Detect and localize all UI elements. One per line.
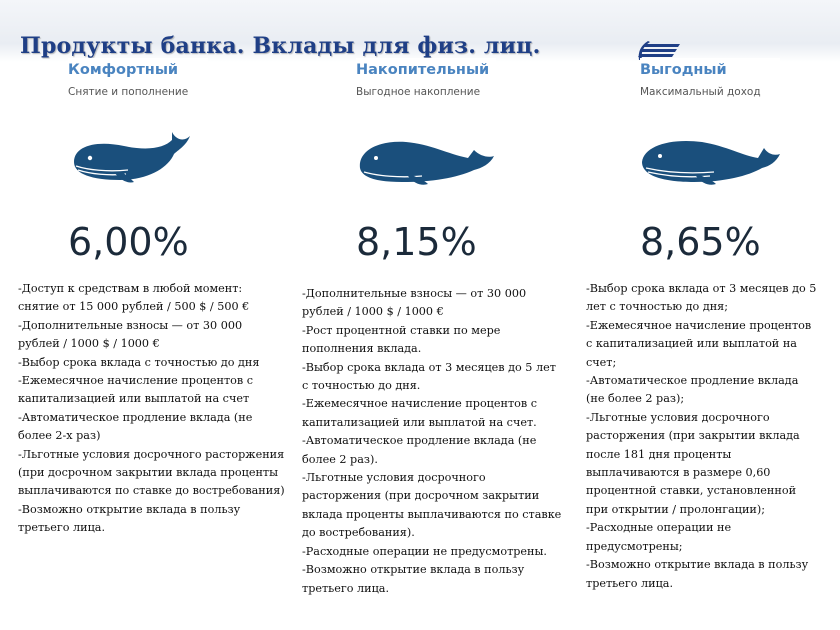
card-subtitle: Выгодное накопление (356, 86, 481, 98)
page-title: Продукты банка. Вклады для физ. лиц. (20, 33, 541, 59)
card-name: Накопительный (356, 62, 490, 78)
deposit-card-profitable: Выгодный Максимальный доход 8,65% (640, 58, 780, 263)
feature-item: -Возможно открытие вклада в пользу треть… (586, 558, 809, 590)
bank-logo-icon (638, 41, 680, 60)
feature-item: -Расходные операции не предусмотрены. (302, 544, 547, 558)
feature-item: -Выбор срока вклада от 3 месяцев до 5 ле… (302, 360, 556, 393)
card-subtitle: Максимальный доход (640, 86, 761, 98)
feature-item: -Льготные условия досрочного расторжения… (18, 447, 285, 498)
feature-item: -Автоматическое продление вклада (не бол… (302, 434, 537, 466)
feature-item: -Автоматическое продление вклада (не бол… (586, 374, 799, 406)
whale-icon (359, 141, 494, 185)
feature-item: -Расходные операции не предусмотрены; (586, 521, 732, 553)
feature-item: -Ежемесячное начисление процентов с капи… (18, 374, 254, 406)
features-list-comfortable: -Доступ к средствам в любой момент: снят… (18, 280, 286, 538)
feature-item: -Льготные условия досрочного расторжения… (302, 471, 562, 540)
interest-rate: 8,65% (640, 220, 761, 263)
features-list-savings: -Дополнительные взносы — от 30 000 рубле… (302, 285, 564, 598)
feature-item: -Возможно открытие вклада в пользу треть… (302, 563, 525, 595)
feature-item: -Дополнительные взносы — от 30 000 рубле… (18, 318, 243, 351)
feature-item: -Выбор срока вклада от 3 месяцев до 5 ле… (586, 282, 817, 314)
feature-item: -Автоматическое продление вклада (не бол… (18, 410, 253, 443)
feature-item: -Льготные условия досрочного расторжения… (586, 410, 800, 516)
features-list-profitable: -Выбор срока вклада от 3 месяцев до 5 ле… (586, 280, 818, 593)
feature-item: -Возможно открытие вклада в пользу треть… (18, 502, 241, 535)
feature-item: -Рост процентной ставки по мере пополнен… (302, 323, 501, 356)
interest-rate: 6,00% (68, 220, 189, 263)
deposit-card-savings: Накопительный Выгодное накопление 8,15% (356, 58, 496, 263)
header-band (0, 0, 840, 62)
feature-item: -Дополнительные взносы — от 30 000 рубле… (302, 287, 527, 319)
feature-item: -Ежемесячное начисление процентов с капи… (302, 397, 538, 429)
whale-icon (642, 140, 780, 185)
feature-item: -Ежемесячное начисление процентов с капи… (586, 318, 812, 369)
whale-icon (74, 132, 190, 183)
card-subtitle: Снятие и пополнение (68, 86, 189, 98)
deposit-card-comfortable: Комфортный Снятие и пополнение 6,00% (68, 58, 208, 263)
feature-item: -Доступ к средствам в любой момент: снят… (18, 282, 250, 314)
card-name: Комфортный (68, 62, 179, 78)
card-name: Выгодный (640, 62, 727, 78)
interest-rate: 8,15% (356, 220, 477, 263)
feature-item: -Выбор срока вклада с точностью до дня (18, 355, 260, 369)
